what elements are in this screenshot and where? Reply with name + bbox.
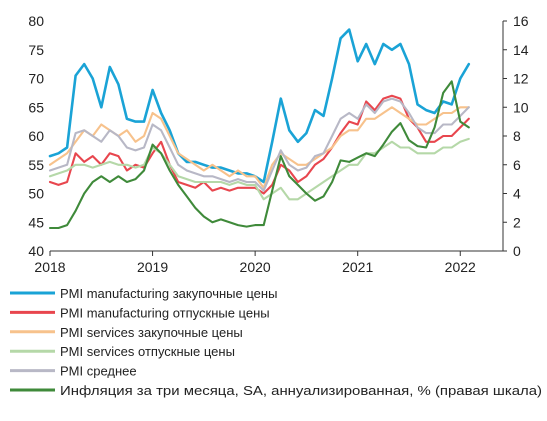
series-line-3 [48,137,470,201]
legend-label: PMI manufacturing отпускные цены [60,305,270,320]
legend-label: Инфляция за три месяца, SA, аннуализиров… [60,383,542,398]
axes: 40 45 50 55 60 65 70 75 80 0 2 4 6 8 10 12 14 16 2018 2019 2… [28,13,528,275]
right-y-tick-label: 4 [513,186,521,202]
left-y-tick-label: 65 [28,99,44,115]
right-y-tick-label: 6 [513,157,521,173]
right-y-tick-label: 12 [513,71,529,87]
right-y-tick-label: 14 [513,42,529,58]
left-y-tick-label: 60 [28,128,44,144]
right-y-tick-label: 10 [513,99,529,115]
series-line-2 [48,106,470,189]
legend-label: PMI services отпускные цены [60,344,235,359]
left-y-tick-label: 50 [28,186,44,202]
left-y-tick-label: 55 [28,157,44,173]
right-y-tick-label: 16 [513,13,529,29]
legend-label: PMI среднее [60,364,137,379]
left-y-tick-label: 75 [28,42,44,58]
left-y-tick-label: 80 [28,13,44,29]
x-tick-label: 2019 [137,259,168,275]
x-tick-label: 2018 [34,259,65,275]
left-y-tick-label: 70 [28,71,44,87]
legend-label: PMI manufacturing закупочные цены [60,286,277,301]
legend-label: PMI services закупочные цены [60,325,243,340]
legend: PMI manufacturing закупочные цены PMI man… [10,286,542,398]
x-tick-label: 2021 [342,259,373,275]
series-line-5 [48,80,470,230]
x-tick-label: 2022 [445,259,476,275]
right-y-tick-label: 2 [513,214,521,230]
left-y-tick-label: 40 [28,243,44,259]
x-tick-label: 2020 [240,259,271,275]
left-y-tick-label: 45 [28,214,44,230]
right-y-tick-label: 0 [513,243,521,259]
right-y-tick-label: 8 [513,128,521,144]
series-line-4 [48,97,470,192]
series-lines [48,28,471,230]
series-line-0 [48,28,471,184]
